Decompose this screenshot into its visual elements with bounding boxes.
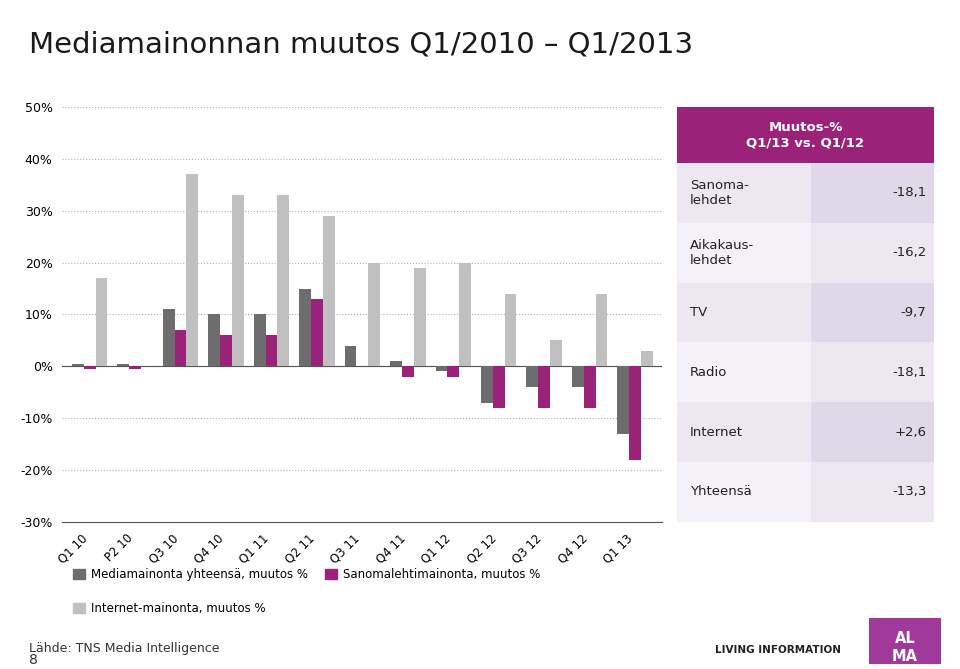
Bar [810, 223, 934, 282]
Bar [186, 175, 199, 367]
Bar [345, 346, 356, 367]
Bar [629, 367, 641, 460]
Bar [810, 402, 934, 462]
Bar [677, 282, 810, 343]
Text: -18,1: -18,1 [892, 187, 926, 199]
Bar [414, 268, 425, 367]
Bar [677, 402, 810, 462]
Legend: Internet-mainonta, muutos %: Internet-mainonta, muutos % [68, 597, 270, 619]
Bar [677, 343, 810, 402]
Bar [130, 367, 141, 369]
Bar [810, 462, 934, 522]
Bar [117, 364, 130, 367]
Text: +2,6: +2,6 [895, 425, 926, 439]
Bar [253, 314, 266, 367]
Text: Lähde: TNS Media Intelligence: Lähde: TNS Media Intelligence [29, 642, 219, 655]
Bar [550, 341, 562, 367]
Text: Sanoma-
lehdet: Sanoma- lehdet [689, 179, 749, 207]
Text: -18,1: -18,1 [892, 366, 926, 379]
Bar [96, 278, 108, 367]
Bar [526, 367, 539, 387]
Bar [677, 462, 810, 522]
Legend: Mediamainonta yhteensä, muutos %, Sanomalehtimainonta, muutos %: Mediamainonta yhteensä, muutos %, Sanoma… [68, 564, 545, 586]
Bar [539, 367, 550, 408]
Bar [84, 367, 96, 369]
Bar [505, 294, 516, 367]
Bar [323, 216, 335, 367]
Bar [72, 364, 84, 367]
Text: AL: AL [895, 631, 915, 646]
Bar [677, 223, 810, 282]
Text: -13,3: -13,3 [892, 486, 926, 498]
Text: MA: MA [892, 650, 918, 664]
Bar [266, 335, 277, 367]
Bar [617, 367, 629, 434]
Bar [175, 330, 186, 367]
Bar [572, 367, 584, 387]
Bar [208, 314, 220, 367]
Text: -9,7: -9,7 [900, 306, 926, 319]
Bar [459, 263, 471, 367]
Bar [220, 335, 232, 367]
Bar [810, 282, 934, 343]
Bar [595, 294, 608, 367]
Text: 8: 8 [29, 653, 37, 666]
Bar [677, 163, 810, 223]
Bar [402, 367, 414, 377]
Bar [810, 343, 934, 402]
Bar [584, 367, 595, 408]
Text: -16,2: -16,2 [892, 246, 926, 259]
Bar [447, 367, 459, 377]
Bar [677, 107, 934, 163]
Bar [232, 195, 244, 367]
Bar [163, 309, 175, 367]
Text: Yhteensä: Yhteensä [689, 486, 752, 498]
Text: TV: TV [689, 306, 707, 319]
Bar [436, 367, 447, 371]
Bar [810, 163, 934, 223]
Text: Mediamainonnan muutos Q1/2010 – Q1/2013: Mediamainonnan muutos Q1/2010 – Q1/2013 [29, 30, 693, 58]
Bar [390, 361, 402, 367]
Text: LIVING INFORMATION: LIVING INFORMATION [715, 646, 841, 655]
Bar [369, 263, 380, 367]
Bar [492, 367, 505, 408]
Text: Muutos-%
Q1/13 vs. Q1/12: Muutos-% Q1/13 vs. Q1/12 [747, 120, 864, 150]
Text: Internet: Internet [689, 425, 743, 439]
Bar [641, 351, 653, 367]
Bar [311, 299, 323, 367]
Bar [300, 288, 311, 367]
Text: Radio: Radio [689, 366, 727, 379]
Bar [481, 367, 492, 403]
Bar [277, 195, 289, 367]
Text: Aikakaus-
lehdet: Aikakaus- lehdet [689, 239, 754, 267]
